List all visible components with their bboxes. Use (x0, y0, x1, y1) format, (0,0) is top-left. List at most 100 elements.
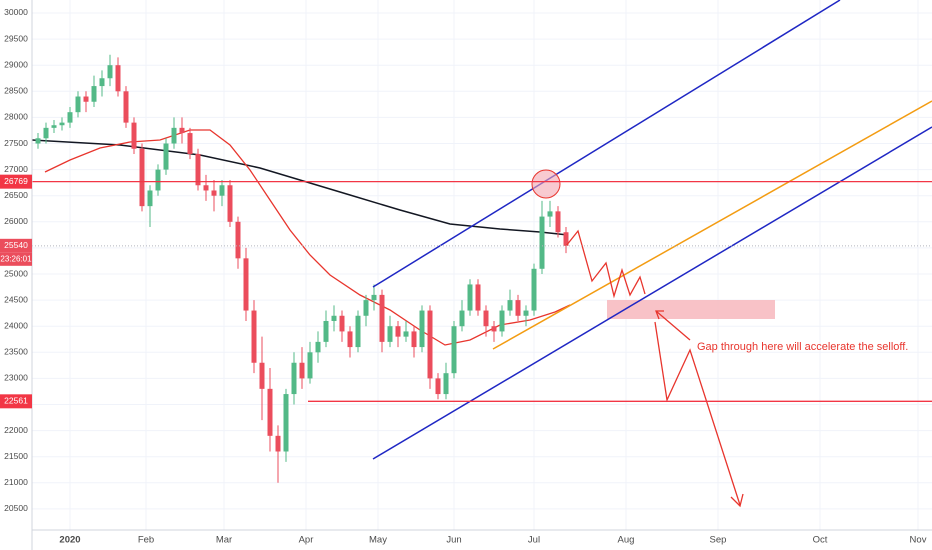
candle-body (75, 96, 81, 113)
candle-body (107, 65, 113, 79)
candle-body (91, 86, 97, 102)
trend-line (492, 100, 932, 350)
x-tick-label: Oct (813, 535, 828, 546)
candle-body (243, 258, 249, 311)
x-tick-label: May (369, 535, 387, 546)
candle-body (555, 211, 561, 233)
candle-body (411, 331, 417, 348)
y-tick-label: 21000 (4, 477, 28, 487)
candle-body (35, 138, 41, 144)
candle-body (155, 169, 161, 191)
candle-body (531, 268, 537, 311)
candle-body (83, 96, 89, 102)
last-price-label: 25540 (4, 240, 28, 250)
y-tick-label: 24500 (4, 294, 28, 304)
candle-body (283, 394, 289, 452)
x-tick-label: Feb (138, 535, 154, 546)
candle-body (123, 91, 129, 123)
countdown: 23:26:01 (0, 254, 32, 263)
candle-body (563, 232, 569, 246)
candle-body (307, 352, 313, 379)
candle-body (491, 326, 497, 332)
candle-body (387, 326, 393, 342)
candle-body (355, 315, 361, 348)
channel-upper (372, 0, 841, 288)
candle-body (203, 185, 209, 191)
y-tick-label: 22000 (4, 425, 28, 435)
axes: 2050021000215002200022500230002350024000… (0, 7, 927, 546)
levels (32, 181, 932, 402)
y-tick-label: 27500 (4, 138, 28, 148)
candle-body (147, 190, 153, 207)
candle-body (51, 125, 57, 128)
candle-body (163, 143, 169, 170)
y-tick-label: 30000 (4, 7, 28, 17)
candle-body (467, 284, 473, 311)
x-tick-label: Nov (910, 535, 927, 546)
candle-body (171, 127, 177, 144)
ma-50 (44, 129, 571, 346)
x-tick-label: Sep (710, 535, 727, 546)
arrow-head (730, 493, 744, 508)
projection-arrow (654, 321, 741, 506)
y-tick-label: 25000 (4, 268, 28, 278)
candle-body (451, 326, 457, 374)
level-label: 22561 (4, 396, 28, 406)
y-tick-label: 29500 (4, 33, 28, 43)
y-tick-label: 23500 (4, 347, 28, 357)
x-tick-label: Apr (299, 535, 314, 546)
candle-body (299, 362, 305, 379)
highlight-circle (531, 169, 561, 199)
candle-body (339, 315, 345, 332)
y-tick-label: 27000 (4, 164, 28, 174)
candle-body (523, 310, 529, 316)
candle-body (179, 127, 185, 134)
last-price-box (0, 238, 32, 253)
candle-body (435, 378, 441, 395)
candle-body (67, 112, 73, 123)
candle-body (291, 362, 297, 395)
candles (35, 54, 569, 483)
y-tick-label: 23000 (4, 373, 28, 383)
channel-lower (372, 126, 932, 460)
y-tick-label: 28500 (4, 86, 28, 96)
x-tick-label: Mar (216, 535, 232, 546)
candle-body (235, 221, 241, 259)
candle-body (483, 310, 489, 327)
candle-body (427, 310, 433, 379)
candle-body (43, 127, 49, 139)
candle-body (443, 373, 449, 395)
candle-body (459, 310, 465, 327)
y-tick-label: 29000 (4, 59, 28, 69)
y-tick-label: 20500 (4, 503, 28, 513)
countdown-box (0, 252, 32, 266)
candle-body (331, 315, 337, 321)
candle-body (363, 300, 369, 316)
candle-body (131, 122, 137, 149)
x-tick-label: Jul (528, 535, 540, 546)
candle-body (227, 185, 233, 222)
candle-body (395, 326, 401, 337)
candle-body (99, 78, 105, 87)
candle-body (371, 294, 377, 301)
candle-body (403, 331, 409, 337)
x-tick-label: 2020 (59, 535, 80, 546)
candle-body (59, 122, 65, 126)
candle-body (379, 294, 385, 342)
candle-body (475, 284, 481, 311)
candle-body (211, 190, 217, 196)
candle-body (139, 148, 145, 207)
gap-zone (607, 300, 775, 319)
projection-path (565, 229, 646, 299)
candle-body (507, 300, 513, 311)
level-label-box (0, 394, 32, 409)
ma-200 (31, 139, 569, 236)
y-tick-label: 28000 (4, 112, 28, 122)
x-tick-label: Jun (446, 535, 461, 546)
candle-body (187, 133, 193, 154)
candle-body (499, 310, 505, 332)
pointer-head (655, 310, 664, 320)
candle-body (323, 320, 329, 342)
